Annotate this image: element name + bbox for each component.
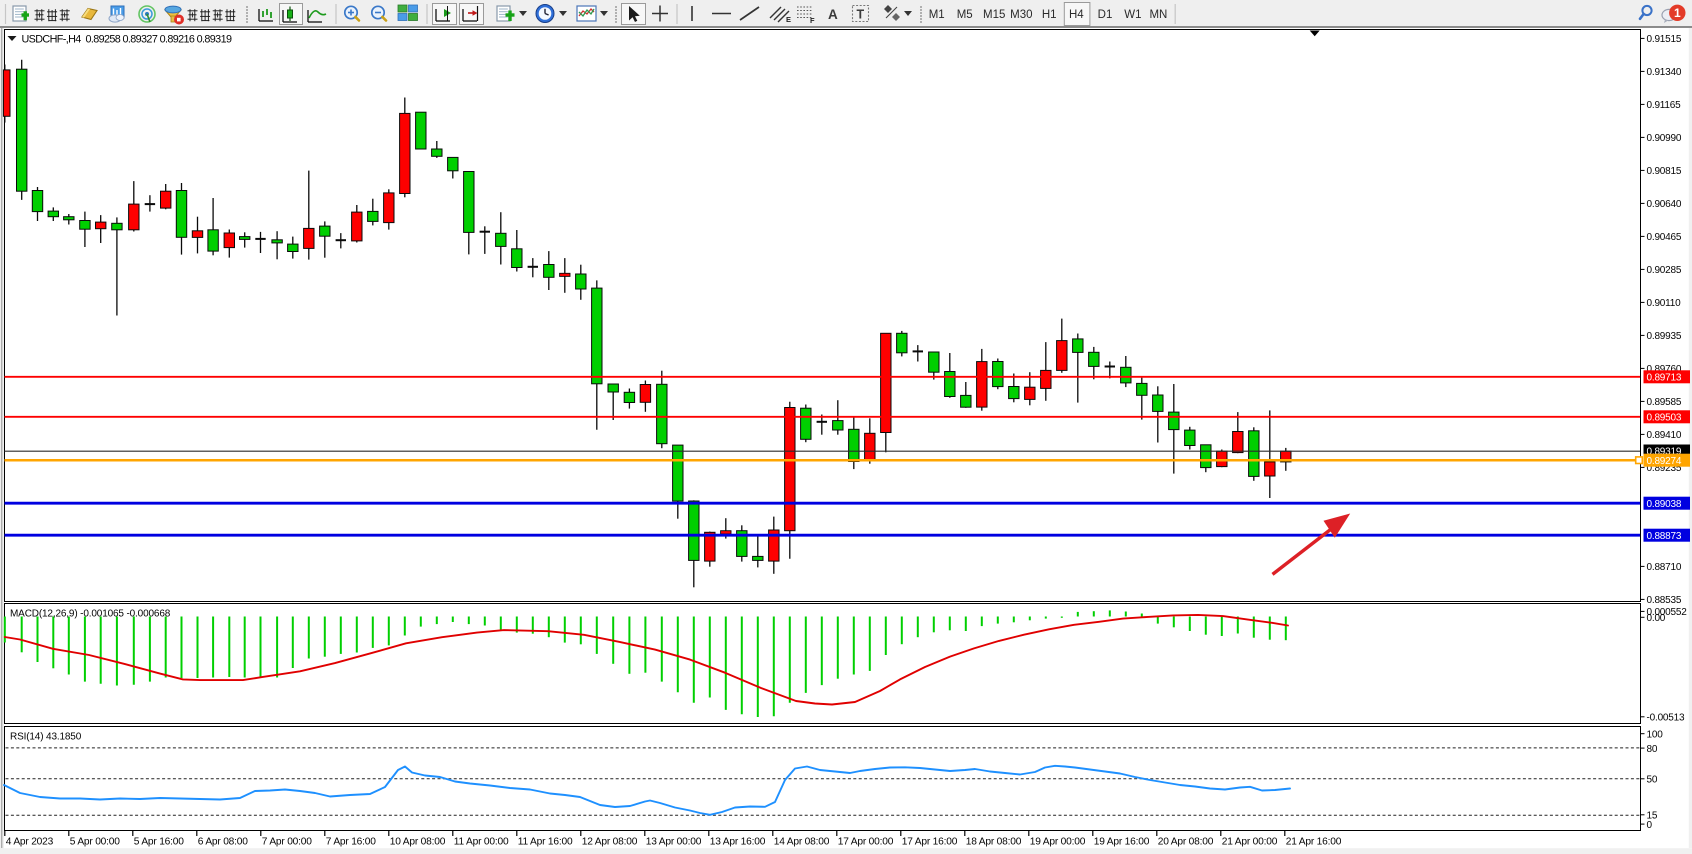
svg-text:M15: M15	[983, 9, 1005, 21]
svg-text:0.89038: 0.89038	[1647, 499, 1682, 510]
svg-text:14 Apr 08:00: 14 Apr 08:00	[774, 837, 830, 848]
svg-text:0.00: 0.00	[1647, 613, 1666, 624]
svg-text:13 Apr 00:00: 13 Apr 00:00	[646, 837, 702, 848]
svg-text:F: F	[810, 16, 815, 25]
svg-text:0: 0	[1647, 820, 1653, 831]
svg-text:0.89319: 0.89319	[1647, 447, 1682, 458]
svg-text:4 Apr 2023: 4 Apr 2023	[6, 837, 54, 848]
svg-text:A: A	[828, 7, 838, 22]
svg-text:6 Apr 08:00: 6 Apr 08:00	[198, 837, 248, 848]
svg-text:0.000552: 0.000552	[1647, 607, 1688, 618]
svg-text:-0.00513: -0.00513	[1647, 713, 1686, 724]
svg-text:11 Apr 00:00: 11 Apr 00:00	[454, 837, 509, 848]
svg-text:18 Apr 08:00: 18 Apr 08:00	[966, 837, 1022, 848]
svg-text:M5: M5	[957, 9, 973, 21]
svg-text:H4: H4	[1069, 9, 1084, 21]
svg-text:80: 80	[1647, 744, 1658, 755]
svg-text:0.90640: 0.90640	[1647, 199, 1682, 210]
svg-text:0.91515: 0.91515	[1647, 34, 1682, 45]
svg-text:0.89585: 0.89585	[1647, 397, 1682, 408]
svg-text:0.89235: 0.89235	[1647, 463, 1682, 474]
svg-text:17 Apr 00:00: 17 Apr 00:00	[838, 837, 894, 848]
svg-text:0.90465: 0.90465	[1647, 232, 1682, 243]
svg-text:E: E	[786, 15, 791, 24]
svg-text:RSI(14) 43.1850: RSI(14) 43.1850	[10, 732, 82, 743]
svg-text:7 Apr 16:00: 7 Apr 16:00	[326, 837, 376, 848]
svg-text:0.90990: 0.90990	[1647, 133, 1682, 144]
svg-text:MACD(12,26,9) -0.001065 -0.000: MACD(12,26,9) -0.001065 -0.000668	[10, 609, 171, 620]
svg-text:T: T	[857, 8, 865, 22]
svg-text:0.89503: 0.89503	[1647, 413, 1682, 424]
svg-text:17 Apr 16:00: 17 Apr 16:00	[902, 837, 958, 848]
svg-text:0.88710: 0.88710	[1647, 562, 1682, 573]
svg-text:0.88873: 0.88873	[1647, 531, 1682, 542]
svg-text:0.89760: 0.89760	[1647, 364, 1682, 375]
svg-text:50: 50	[1647, 775, 1658, 786]
svg-text:5 Apr 00:00: 5 Apr 00:00	[70, 837, 120, 848]
svg-text:MN: MN	[1149, 9, 1167, 21]
svg-text:19 Apr 16:00: 19 Apr 16:00	[1094, 837, 1150, 848]
svg-text:W1: W1	[1124, 9, 1141, 21]
svg-text:7 Apr 00:00: 7 Apr 00:00	[262, 837, 312, 848]
svg-text:0.90285: 0.90285	[1647, 265, 1682, 276]
svg-text:5 Apr 16:00: 5 Apr 16:00	[134, 837, 184, 848]
svg-text:11 Apr 16:00: 11 Apr 16:00	[518, 837, 573, 848]
svg-text:0.89713: 0.89713	[1647, 373, 1682, 384]
svg-text:21 Apr 00:00: 21 Apr 00:00	[1222, 837, 1278, 848]
svg-text:10 Apr 08:00: 10 Apr 08:00	[390, 837, 446, 848]
svg-text:M1: M1	[929, 9, 945, 21]
svg-text:USDCHF-,H4 0.89258 0.89327 0.: USDCHF-,H4 0.89258 0.89327 0.89216 0.893…	[22, 34, 232, 46]
svg-text:0.88535: 0.88535	[1647, 595, 1682, 606]
svg-text:13 Apr 16:00: 13 Apr 16:00	[710, 837, 766, 848]
svg-text:19 Apr 00:00: 19 Apr 00:00	[1030, 837, 1086, 848]
svg-text:15: 15	[1647, 811, 1658, 822]
svg-text:0.91165: 0.91165	[1647, 100, 1682, 111]
svg-text:0.89274: 0.89274	[1647, 456, 1682, 467]
svg-text:20 Apr 08:00: 20 Apr 08:00	[1158, 837, 1214, 848]
svg-text:D1: D1	[1098, 9, 1113, 21]
svg-text:0.90815: 0.90815	[1647, 166, 1682, 177]
svg-text:H1: H1	[1042, 9, 1057, 21]
svg-text:12 Apr 08:00: 12 Apr 08:00	[582, 837, 638, 848]
svg-text:0.90110: 0.90110	[1647, 298, 1682, 309]
svg-text:0.89410: 0.89410	[1647, 430, 1682, 441]
svg-text:21 Apr 16:00: 21 Apr 16:00	[1286, 837, 1342, 848]
svg-text:100: 100	[1647, 729, 1664, 740]
svg-text:M30: M30	[1010, 9, 1032, 21]
svg-text:0.89935: 0.89935	[1647, 331, 1682, 342]
svg-text:0.91340: 0.91340	[1647, 67, 1682, 78]
svg-text:1: 1	[1674, 6, 1681, 20]
